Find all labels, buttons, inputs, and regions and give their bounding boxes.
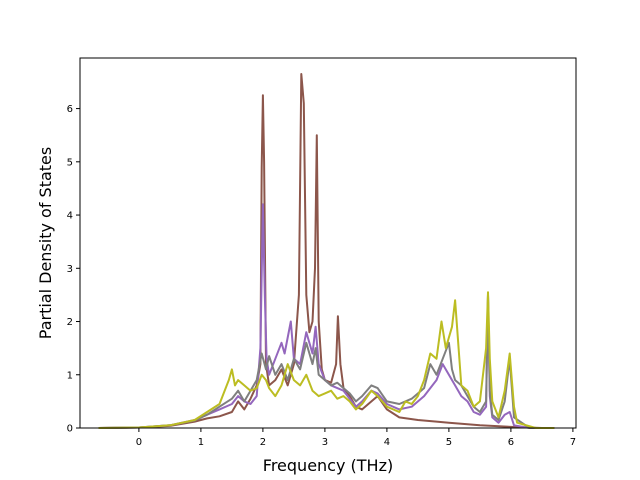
x-tick-label: 6: [508, 437, 514, 448]
x-ticks: 0 1 2 3 4 5 6 7: [136, 428, 576, 448]
x-tick-label: 1: [198, 437, 204, 448]
series-line-1: [98, 73, 542, 429]
x-tick-label: 7: [570, 437, 576, 448]
y-tick-label: 2: [67, 317, 73, 328]
series-layer: [98, 73, 555, 429]
x-tick-label: 3: [322, 437, 328, 448]
x-axis-label: Frequency (THz): [263, 456, 393, 475]
y-tick-label: 0: [67, 424, 73, 435]
y-tick-label: 3: [67, 264, 73, 275]
y-axis-label: Partial Density of States: [36, 147, 55, 339]
x-tick-label: 5: [446, 437, 452, 448]
series-line-3: [98, 293, 555, 429]
series-line-4: [98, 291, 555, 429]
series-line-2: [98, 203, 555, 429]
x-tick-label: 2: [260, 437, 266, 448]
y-ticks: 0 1 2 3 4 5 6: [67, 104, 80, 435]
y-tick-label: 1: [67, 370, 73, 381]
plot-area: [80, 58, 576, 428]
y-tick-label: 5: [67, 157, 73, 168]
y-tick-label: 4: [67, 211, 73, 222]
x-tick-label: 0: [136, 437, 142, 448]
plot-frame: [79, 57, 577, 429]
y-tick-label: 6: [67, 104, 73, 115]
x-tick-label: 4: [384, 437, 390, 448]
